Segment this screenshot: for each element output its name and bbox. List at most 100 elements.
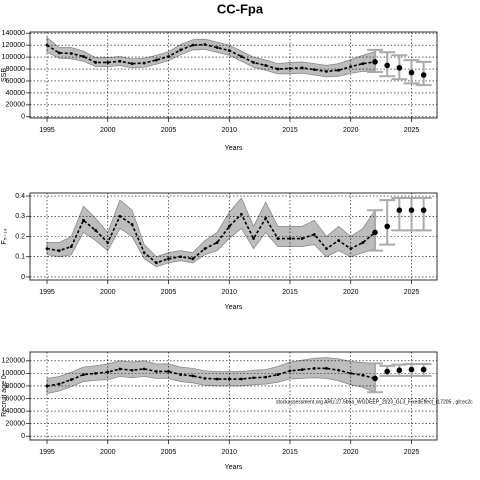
estimate-point — [179, 373, 183, 377]
estimate-point — [215, 377, 219, 381]
estimate-point — [118, 367, 122, 371]
x-tick-label: 2010 — [221, 449, 237, 456]
estimate-point — [264, 216, 268, 220]
x-tick-label: 2005 — [161, 289, 177, 296]
x-axis-label: Years — [225, 145, 243, 152]
y-tick-label: 0.4 — [15, 193, 25, 200]
estimate-point — [179, 48, 183, 52]
estimate-point — [312, 366, 316, 370]
estimate-line — [46, 367, 376, 387]
estimate-point — [337, 68, 340, 72]
estimate-line — [46, 43, 376, 73]
estimate-point — [239, 377, 243, 381]
x-tick-label: 2020 — [343, 127, 359, 134]
x-tick-label: 2010 — [221, 289, 237, 296]
estimate-point — [276, 373, 280, 377]
estimate-point — [94, 229, 98, 232]
y-tick-label: 0.3 — [15, 213, 25, 220]
y-tick-label: 60000 — [6, 395, 26, 402]
estimate-point — [191, 43, 195, 47]
y-axis-label: SSB — [1, 68, 8, 82]
estimate-point — [252, 376, 255, 380]
estimate-point — [142, 61, 146, 65]
y-tick-label: 0.2 — [15, 233, 25, 240]
estimate-point — [349, 65, 353, 69]
x-tick-label: 1995 — [39, 127, 55, 134]
estimate-point — [349, 247, 353, 251]
y-tick-label: 20000 — [6, 102, 26, 109]
estimate-point — [337, 368, 340, 372]
estimate-point — [191, 374, 195, 378]
forecast-point — [408, 207, 415, 213]
estimate-point — [239, 212, 243, 216]
estimate-point — [142, 251, 146, 255]
estimate-point — [349, 371, 353, 375]
forecast-point — [420, 207, 427, 213]
x-tick-label: 2015 — [282, 289, 298, 296]
y-tick-label: 80000 — [6, 66, 26, 73]
estimate-point — [361, 373, 365, 377]
x-tick-label: 2025 — [404, 449, 420, 456]
y-tick-label: 40000 — [6, 90, 26, 97]
estimate-point — [300, 237, 304, 240]
y-tick-label: 20000 — [6, 421, 26, 428]
estimate-point — [57, 249, 61, 253]
confidence-band — [46, 357, 376, 394]
plot-frame — [29, 351, 438, 441]
estimate-line — [46, 212, 376, 264]
estimate-point — [94, 371, 98, 375]
estimate-point — [288, 67, 292, 70]
estimate-point — [288, 369, 292, 373]
forecast-point — [384, 223, 390, 230]
estimate-point — [276, 237, 280, 240]
y-axis-label: Recruit age 0 — [1, 375, 8, 417]
x-tick-label: 2010 — [221, 127, 237, 134]
estimate-point — [300, 66, 304, 70]
y-tick-label: 40000 — [6, 408, 26, 415]
y-tick-label: 120000 — [2, 42, 25, 49]
forecast-point — [396, 207, 403, 213]
y-tick-label: 0.1 — [15, 254, 25, 261]
x-tick-label: 1995 — [39, 449, 55, 456]
estimate-point — [252, 237, 255, 240]
y-tick-label: 60000 — [6, 78, 26, 85]
estimate-point — [154, 58, 158, 62]
estimate-point — [361, 62, 365, 66]
estimate-point — [203, 377, 207, 380]
forecast-point — [408, 366, 415, 373]
estimate-point — [325, 366, 328, 370]
confidence-band — [46, 197, 376, 268]
estimate-point — [179, 255, 183, 259]
page-title: CC-Fpa — [217, 1, 264, 16]
estimate-point — [288, 237, 292, 240]
x-tick-label: 2000 — [100, 127, 116, 134]
forecast-point — [420, 366, 427, 373]
estimate-point — [252, 61, 255, 64]
y-tick-label: 100000 — [2, 54, 25, 61]
estimate-point — [337, 239, 340, 242]
y-tick-label: 120000 — [2, 358, 25, 365]
estimate-point — [82, 55, 85, 58]
estimate-point — [203, 247, 207, 251]
x-axis-label: Years — [225, 304, 243, 311]
estimate-point — [300, 368, 304, 371]
estimate-point — [191, 257, 195, 261]
y-tick-label: 0 — [21, 114, 25, 121]
estimate-point — [167, 257, 170, 261]
forecast-point — [420, 72, 427, 78]
estimate-point — [130, 368, 134, 372]
x-tick-label: 2000 — [100, 449, 116, 456]
y-tick-label: 80000 — [6, 383, 26, 390]
estimate-point — [118, 214, 122, 218]
estimate-point — [154, 261, 158, 265]
forecast-point — [372, 229, 378, 236]
estimate-point — [106, 61, 110, 64]
x-tick-label: 2000 — [100, 289, 116, 296]
x-tick-label: 1995 — [39, 289, 55, 296]
y-axis-label: F₅₋₁₄ — [1, 228, 8, 244]
estimate-point — [142, 367, 146, 371]
estimate-point — [130, 62, 134, 66]
estimate-point — [118, 59, 122, 63]
estimate-point — [325, 247, 328, 251]
x-axis-label: Years — [225, 464, 243, 471]
